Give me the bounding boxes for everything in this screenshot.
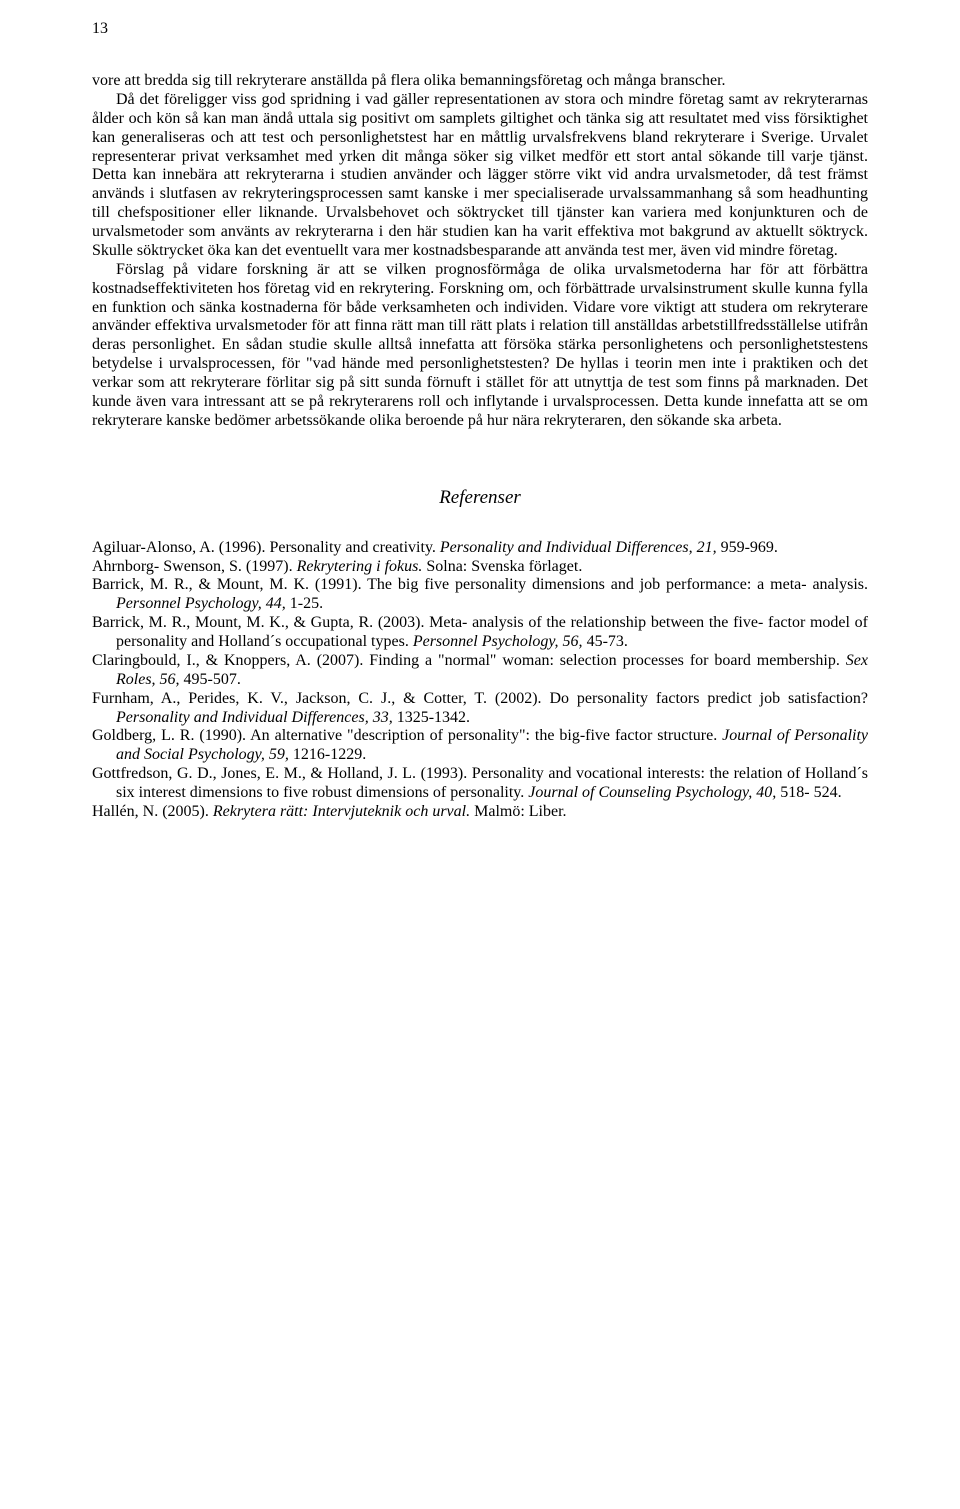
- ref-italic: Rekrytering i fokus.: [297, 558, 423, 575]
- reference-entry: Ahrnborg- Swenson, S. (1997). Rekryterin…: [92, 558, 868, 577]
- references-list: Agiluar-Alonso, A. (1996). Personality a…: [92, 539, 868, 822]
- ref-italic: Journal of Counseling Psychology, 40,: [528, 784, 776, 801]
- reference-entry: Barrick, M. R., Mount, M. K., & Gupta, R…: [92, 614, 868, 652]
- ref-italic: Personnel Psychology, 56,: [413, 633, 583, 650]
- reference-entry: Goldberg, L. R. (1990). An alternative "…: [92, 727, 868, 765]
- ref-text: Agiluar-Alonso, A. (1996). Personality a…: [92, 539, 440, 556]
- ref-italic: Personality and Individual Differences, …: [116, 709, 393, 726]
- reference-entry: Agiluar-Alonso, A. (1996). Personality a…: [92, 539, 868, 558]
- paragraph-2: Då det föreligger viss god spridning i v…: [92, 91, 868, 261]
- ref-text: 518- 524.: [776, 784, 841, 801]
- references-heading: Referenser: [92, 487, 868, 509]
- body-text-block: vore att bredda sig till rekryterare ans…: [92, 72, 868, 431]
- ref-text: 1-25.: [286, 595, 323, 612]
- ref-text: 1325-1342.: [393, 709, 470, 726]
- document-page: 13 vore att bredda sig till rekryterare …: [0, 0, 960, 862]
- ref-text: Claringbould, I., & Knoppers, A. (2007).…: [92, 652, 846, 669]
- ref-text: Furnham, A., Perides, K. V., Jackson, C.…: [92, 690, 868, 707]
- ref-text: Hallén, N. (2005).: [92, 803, 213, 820]
- reference-entry: Barrick, M. R., & Mount, M. K. (1991). T…: [92, 576, 868, 614]
- ref-text: 959-969.: [717, 539, 778, 556]
- ref-text: Goldberg, L. R. (1990). An alternative "…: [92, 727, 722, 744]
- ref-italic: Rekrytera rätt: Intervjuteknik och urval…: [213, 803, 470, 820]
- ref-text: Ahrnborg- Swenson, S. (1997).: [92, 558, 297, 575]
- paragraph-3: Förslag på vidare forskning är att se vi…: [92, 261, 868, 431]
- page-number: 13: [92, 20, 868, 38]
- paragraph-1: vore att bredda sig till rekryterare ans…: [92, 72, 868, 91]
- reference-entry: Furnham, A., Perides, K. V., Jackson, C.…: [92, 690, 868, 728]
- ref-text: 495-507.: [180, 671, 241, 688]
- ref-italic: Personality and Individual Differences, …: [440, 539, 717, 556]
- ref-text: Barrick, M. R., & Mount, M. K. (1991). T…: [92, 576, 868, 593]
- ref-italic: Personnel Psychology, 44,: [116, 595, 286, 612]
- reference-entry: Claringbould, I., & Knoppers, A. (2007).…: [92, 652, 868, 690]
- reference-entry: Hallén, N. (2005). Rekrytera rätt: Inter…: [92, 803, 868, 822]
- ref-text: 45-73.: [583, 633, 628, 650]
- ref-text: 1216-1229.: [289, 746, 366, 763]
- ref-text: Solna: Svenska förlaget.: [422, 558, 582, 575]
- ref-text: Malmö: Liber.: [470, 803, 566, 820]
- reference-entry: Gottfredson, G. D., Jones, E. M., & Holl…: [92, 765, 868, 803]
